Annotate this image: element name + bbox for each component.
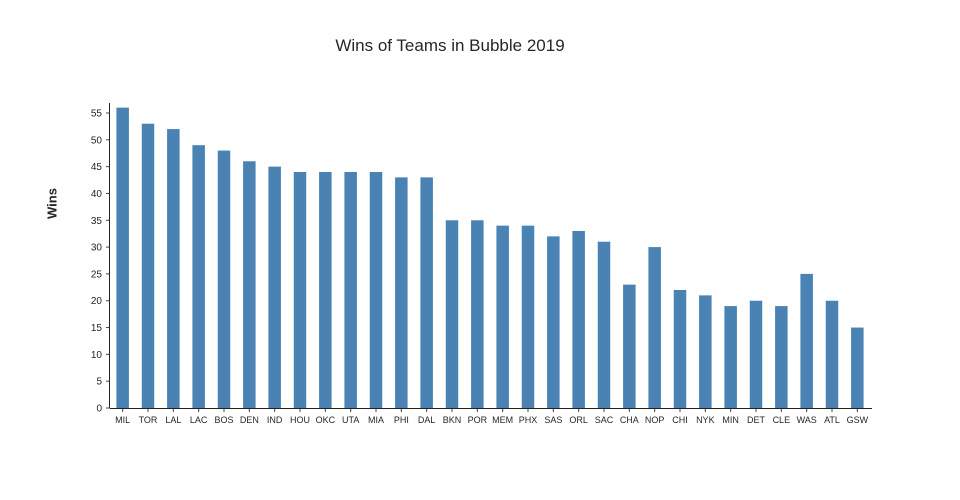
x-tick-label: WAS — [797, 415, 817, 425]
bar-por — [471, 220, 484, 408]
x-tick-label: CHA — [620, 415, 639, 425]
x-tick-label: CLE — [773, 415, 791, 425]
y-tick-label: 5 — [96, 377, 102, 388]
y-tick-label: 25 — [91, 269, 103, 280]
y-tick-label: 0 — [96, 404, 102, 415]
bar-lal — [167, 129, 180, 408]
y-tick-label: 35 — [91, 216, 103, 227]
bar-sas — [547, 236, 560, 408]
bar-det — [749, 300, 763, 408]
x-tick-label: HOU — [290, 415, 310, 425]
y-axis-title: Wins — [44, 188, 60, 219]
bar-bos — [217, 150, 231, 408]
bar-was — [800, 273, 813, 408]
bar-sac — [597, 241, 611, 408]
x-tick-label: OKC — [316, 415, 336, 425]
bar-den — [243, 161, 256, 408]
x-tick-label: NYK — [696, 415, 715, 425]
x-tick-label: TOR — [139, 415, 158, 425]
y-tick-label: 55 — [91, 109, 103, 120]
bar-cha — [623, 284, 636, 408]
bar-gsw — [851, 327, 864, 408]
x-tick-label: GSW — [847, 415, 869, 425]
bar-tor — [141, 123, 155, 409]
bar-lac — [192, 145, 205, 408]
bar-mia — [369, 172, 383, 408]
x-tick-label: MEM — [492, 415, 513, 425]
x-tick-label: NOP — [645, 415, 665, 425]
x-tick-label: UTA — [342, 415, 359, 425]
bar-uta — [344, 172, 357, 408]
y-tick-label: 10 — [91, 350, 103, 361]
bar-chi — [673, 290, 687, 408]
bar-dal — [420, 177, 433, 408]
bar-orl — [572, 231, 585, 408]
x-tick-label: BKN — [443, 415, 462, 425]
bar-cle — [775, 306, 788, 408]
y-tick-label: 45 — [91, 162, 103, 173]
x-tick-label: PHX — [519, 415, 538, 425]
x-tick-label: SAC — [595, 415, 614, 425]
x-tick-label: SAS — [544, 415, 562, 425]
bar-min — [724, 306, 737, 408]
x-tick-label: MIN — [722, 415, 739, 425]
x-tick-label: DAL — [418, 415, 436, 425]
y-tick-label: 50 — [91, 135, 103, 146]
bar-hou — [293, 172, 307, 408]
x-tick-label: PHI — [394, 415, 409, 425]
x-tick-label: MIA — [368, 415, 384, 425]
x-tick-label: ATL — [824, 415, 840, 425]
bar-phx — [521, 225, 535, 408]
x-tick-label: MIL — [115, 415, 130, 425]
x-tick-label: POR — [468, 415, 488, 425]
bar-mil — [116, 107, 129, 409]
bar-mem — [496, 225, 509, 408]
x-tick-label: DET — [747, 415, 766, 425]
x-tick-label: BOS — [214, 415, 233, 425]
bar-nyk — [699, 295, 712, 408]
y-tick-label: 20 — [91, 296, 103, 307]
y-tick-label: 40 — [91, 189, 103, 200]
y-tick-label: 30 — [91, 243, 103, 254]
bar-phi — [395, 177, 408, 408]
x-tick-label: LAL — [165, 415, 181, 425]
y-tick-label: 15 — [91, 323, 103, 334]
bar-atl — [825, 300, 839, 408]
bar-okc — [319, 172, 332, 408]
x-tick-label: LAC — [190, 415, 208, 425]
bar-ind — [268, 166, 281, 408]
x-tick-label: CHI — [672, 415, 688, 425]
x-tick-label: IND — [267, 415, 283, 425]
bar-bkn — [445, 220, 459, 408]
chart-title: Wins of Teams in Bubble 2019 — [335, 36, 565, 55]
x-tick-label: ORL — [569, 415, 588, 425]
x-tick-label: DEN — [240, 415, 259, 425]
bar-nop — [648, 247, 661, 408]
